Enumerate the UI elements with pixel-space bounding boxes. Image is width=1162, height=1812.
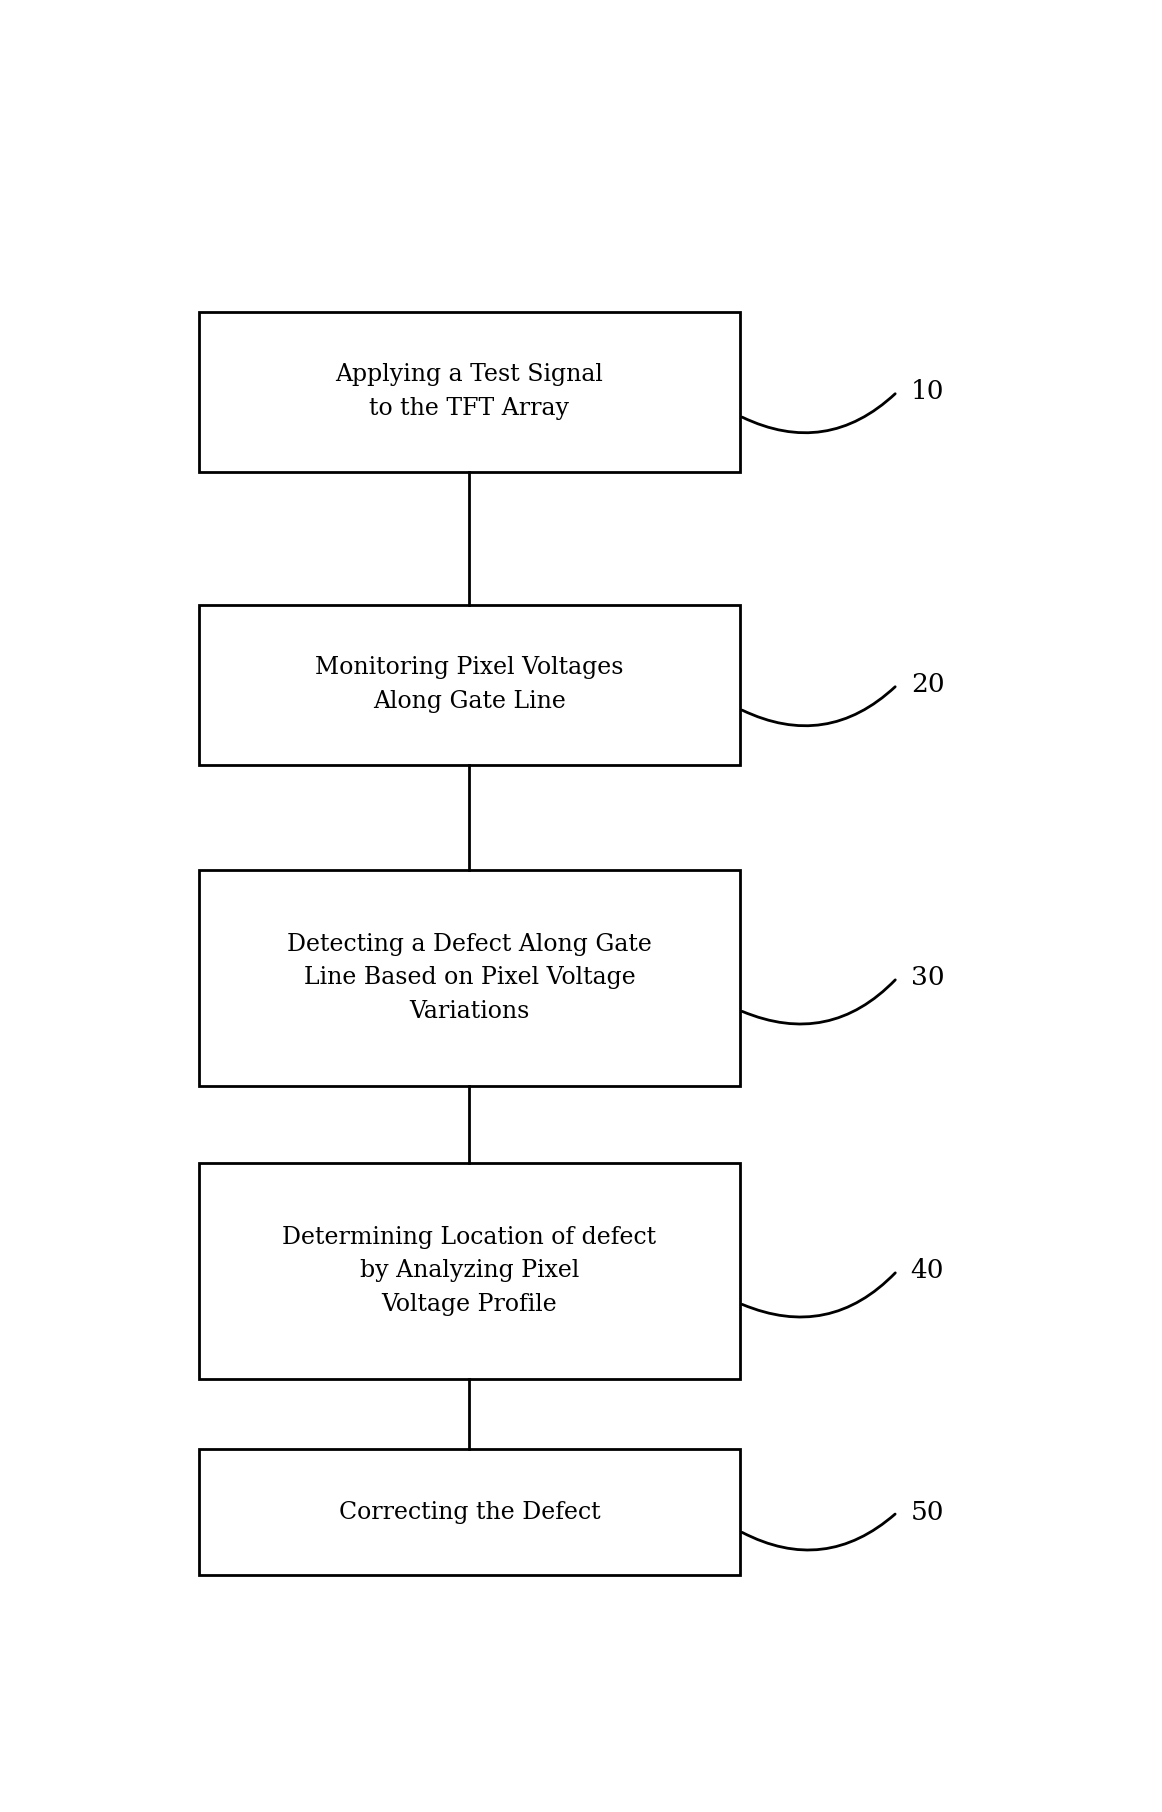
Text: 40: 40 <box>911 1258 945 1283</box>
Text: Correcting the Defect: Correcting the Defect <box>338 1500 601 1524</box>
Text: Determining Location of defect
by Analyzing Pixel
Voltage Profile: Determining Location of defect by Analyz… <box>282 1225 657 1316</box>
FancyBboxPatch shape <box>200 870 739 1085</box>
Text: Detecting a Defect Along Gate
Line Based on Pixel Voltage
Variations: Detecting a Defect Along Gate Line Based… <box>287 933 652 1024</box>
Text: 10: 10 <box>911 379 945 404</box>
Text: 50: 50 <box>911 1500 945 1524</box>
FancyBboxPatch shape <box>200 1450 739 1575</box>
Text: 20: 20 <box>911 672 945 698</box>
Text: 30: 30 <box>911 966 945 991</box>
FancyBboxPatch shape <box>200 312 739 473</box>
Text: Monitoring Pixel Voltages
Along Gate Line: Monitoring Pixel Voltages Along Gate Lin… <box>315 656 624 714</box>
FancyBboxPatch shape <box>200 1163 739 1379</box>
FancyBboxPatch shape <box>200 605 739 765</box>
Text: Applying a Test Signal
to the TFT Array: Applying a Test Signal to the TFT Array <box>336 364 603 420</box>
